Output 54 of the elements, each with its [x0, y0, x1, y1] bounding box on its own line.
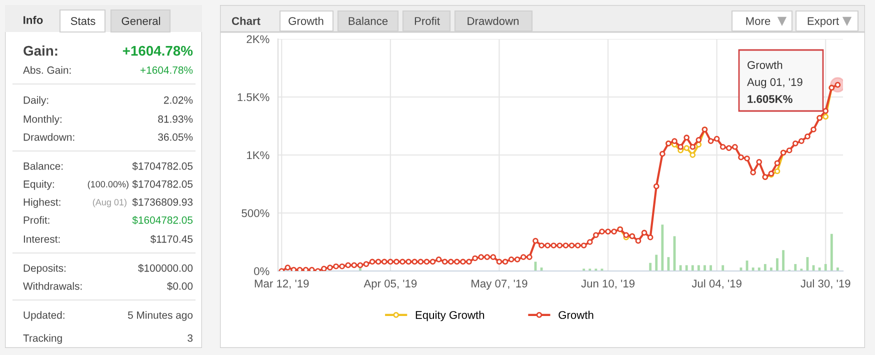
text: Equity:	[24, 180, 54, 190]
text: (Aug 01)	[92, 198, 126, 208]
text: $100000.00	[138, 264, 193, 272]
x-tick-label: Apr 05, '19	[364, 280, 417, 290]
text: Balance	[348, 16, 388, 25]
text: Tracking	[23, 334, 62, 344]
text: Balance:	[24, 162, 63, 170]
y-tick-label: 1.5K%	[238, 93, 270, 102]
x-tick-label: Mar 12, '19	[254, 280, 309, 289]
text: +1604.78%	[140, 66, 193, 74]
text: 3	[188, 334, 193, 342]
text: $0.00	[167, 282, 193, 290]
x-tick-label: May 07, '19	[472, 280, 528, 290]
text: $1736809.93	[132, 198, 193, 206]
text: Drawdown	[468, 16, 519, 25]
text: Gain:	[24, 46, 58, 56]
x-tick-label: Jul 04, '19	[692, 279, 742, 289]
text: 81.93%	[158, 115, 193, 123]
text: Profit:	[24, 216, 50, 224]
x-tick-label: Jul 30, '19	[800, 279, 850, 289]
legend-label: Growth	[558, 310, 594, 319]
text: Highest:	[24, 198, 60, 208]
y-tick-label: 500%	[242, 209, 270, 218]
text: 5 Minutes ago	[128, 311, 193, 321]
text: $1170.45	[150, 234, 193, 244]
text: Stats	[70, 17, 96, 25]
text: 36.05%	[158, 133, 193, 141]
legend-label: Equity Growth	[416, 310, 484, 322]
text: Export	[808, 17, 839, 28]
text: Growth	[288, 16, 324, 25]
text: More	[746, 17, 770, 25]
x-tick-label: Jun 10, '19	[581, 280, 634, 289]
text: $1604782.05	[132, 216, 193, 224]
text: Withdrawals:	[23, 282, 82, 290]
text: Deposits:	[24, 264, 66, 274]
annotation: Growth Aug 01, '19 1.605K%	[747, 60, 802, 103]
y-tick-label: 0%	[254, 267, 270, 276]
text: Updated:	[24, 311, 64, 321]
text: +1604.78%	[122, 46, 193, 56]
text: 2.02%	[164, 96, 193, 104]
text: Chart	[232, 16, 260, 25]
text: Info	[24, 16, 43, 24]
text: Profit	[414, 16, 440, 25]
text: (100.00%)	[88, 180, 128, 190]
text: Abs. Gain:	[23, 66, 71, 74]
text: Drawdown:	[24, 133, 74, 141]
y-tick-label: 1K%	[247, 151, 270, 160]
text: Monthly:	[24, 115, 62, 125]
text: $1704782.05	[132, 162, 193, 170]
y-tick-label: 2K%	[246, 35, 270, 44]
text: Interest:	[24, 236, 60, 243]
text: $1704782.05	[132, 180, 193, 188]
text: General	[122, 16, 160, 25]
text: Daily:	[24, 96, 48, 106]
